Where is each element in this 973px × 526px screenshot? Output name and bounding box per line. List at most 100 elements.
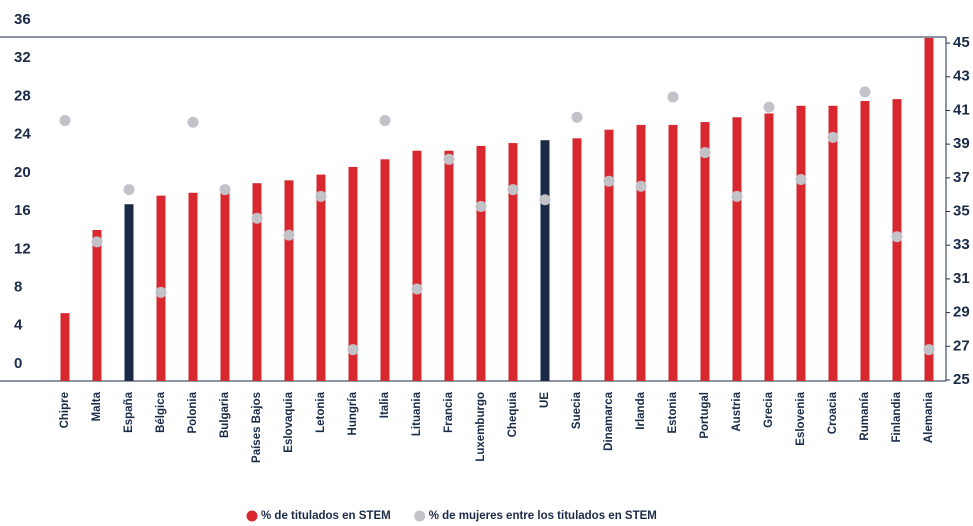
bar	[860, 101, 870, 382]
bar	[220, 186, 230, 381]
y2-tick-label: 41	[953, 101, 970, 118]
x-tick-label: Croacia	[827, 391, 839, 434]
legend-label: % de titulados en STEM	[261, 510, 391, 522]
bar	[124, 204, 134, 381]
dot	[475, 200, 487, 212]
y2-tick-label: 31	[953, 270, 970, 287]
y-tick-label: 16	[14, 202, 31, 219]
bar	[444, 150, 454, 381]
dot	[219, 184, 231, 196]
x-tick-label: Chipre	[59, 392, 71, 428]
bar	[380, 159, 390, 381]
bar	[60, 313, 70, 381]
x-tick-label: Grecia	[763, 391, 775, 427]
bar	[92, 230, 102, 381]
dot	[827, 131, 839, 143]
legend-swatch	[414, 510, 426, 522]
bar	[412, 150, 422, 381]
dot	[123, 184, 135, 196]
dot	[667, 91, 679, 103]
bar	[188, 192, 198, 381]
dot	[379, 115, 391, 127]
y-tick-label: 32	[14, 49, 31, 66]
bar	[668, 124, 678, 382]
dot	[603, 175, 615, 187]
dot	[635, 180, 647, 192]
bar	[732, 117, 742, 382]
x-tick-label: Eslovaquia	[283, 391, 295, 452]
dot	[731, 190, 743, 202]
dot	[315, 190, 327, 202]
y2-tick-label: 35	[953, 202, 970, 219]
x-tick-label: España	[123, 391, 135, 433]
dot	[923, 344, 935, 356]
x-tick-label: Chequia	[507, 391, 519, 437]
bar	[924, 37, 934, 381]
dot	[891, 231, 903, 243]
x-tick-label: Austria	[731, 391, 743, 431]
x-tick-label: Luxemburgo	[475, 392, 487, 462]
x-tick-label: Lituania	[411, 391, 423, 436]
bar	[540, 140, 550, 381]
y2-tick-label: 25	[953, 371, 970, 388]
bar	[604, 129, 614, 381]
dot	[763, 101, 775, 113]
dot	[443, 153, 455, 165]
y-tick-label: 28	[14, 87, 31, 104]
dot	[411, 283, 423, 295]
y2-tick-label: 43	[953, 68, 970, 85]
x-tick-label: Suecia	[571, 391, 583, 429]
bar	[252, 183, 262, 381]
y-tick-label: 12	[14, 240, 31, 257]
y-tick-label: 20	[14, 164, 31, 181]
bar	[796, 105, 806, 382]
y2-tick-label: 45	[953, 34, 970, 51]
x-tick-label: Bulgaria	[219, 391, 231, 438]
dot	[347, 344, 359, 356]
y2-tick-label: 37	[953, 169, 970, 186]
bar	[476, 145, 486, 381]
y2-tick-label: 29	[953, 304, 970, 321]
x-tick-label: Dinamarca	[603, 391, 615, 450]
dot	[59, 115, 71, 127]
dot	[699, 147, 711, 159]
x-tick-label: Eslovenia	[795, 391, 807, 445]
x-tick-label: Letonia	[315, 391, 327, 432]
bar	[348, 166, 358, 381]
y-tick-label: 0	[14, 355, 22, 372]
x-tick-label: UE	[539, 392, 551, 408]
dot	[251, 212, 263, 224]
bar	[572, 138, 582, 381]
bar	[508, 143, 518, 381]
dot	[91, 236, 103, 248]
dot	[539, 194, 551, 206]
y-tick-label: 24	[14, 126, 31, 143]
x-tick-label: Italia	[379, 391, 391, 418]
x-tick-label: Irlanda	[635, 391, 647, 429]
dot	[571, 111, 583, 123]
y-tick-label: 8	[14, 279, 22, 296]
x-tick-label: Malta	[91, 391, 103, 421]
y-tick-label: 4	[14, 317, 23, 334]
bar	[316, 174, 326, 381]
x-tick-label: Países Bajos	[251, 392, 263, 463]
x-tick-label: Finlandia	[891, 391, 903, 442]
bar	[700, 122, 710, 382]
x-tick-label: Polonia	[187, 391, 199, 433]
x-tick-label: Alemania	[923, 391, 935, 443]
dot	[795, 174, 807, 186]
y2-tick-label: 27	[953, 337, 970, 354]
dot	[155, 286, 167, 298]
bar	[764, 113, 774, 381]
dot	[283, 229, 295, 241]
x-tick-label: Rumanía	[859, 391, 871, 440]
y2-tick-label: 39	[953, 135, 970, 152]
legend-swatch	[246, 510, 258, 522]
bar	[828, 105, 838, 382]
x-tick-label: Estonia	[667, 391, 679, 433]
x-tick-label: Bélgica	[155, 391, 167, 433]
x-tick-label: Portugal	[699, 392, 711, 439]
x-tick-label: Francia	[443, 391, 455, 433]
dot	[187, 116, 199, 128]
